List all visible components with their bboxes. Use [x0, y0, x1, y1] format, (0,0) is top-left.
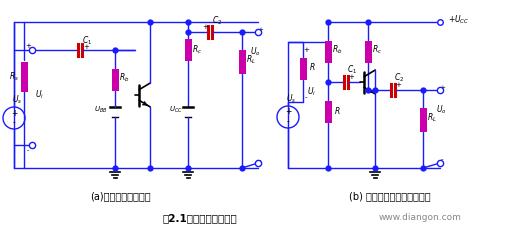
Text: $R_c$: $R_c$	[372, 44, 382, 56]
Text: +: +	[83, 44, 89, 50]
Bar	[185, 39, 192, 61]
Text: $U_i$: $U_i$	[36, 89, 45, 101]
Bar	[364, 41, 371, 63]
Text: $C_2$: $C_2$	[212, 15, 222, 27]
Text: -: -	[287, 118, 289, 127]
Bar	[300, 58, 306, 80]
Text: +: +	[257, 27, 263, 33]
Text: $U_{BB}$: $U_{BB}$	[94, 105, 108, 115]
Bar	[420, 108, 427, 132]
Text: +: +	[303, 47, 309, 53]
Text: $R_s$: $R_s$	[9, 71, 19, 83]
Text: $R_c$: $R_c$	[192, 44, 202, 56]
Text: (b) 单电源共射基本放大电路: (b) 单电源共射基本放大电路	[349, 191, 431, 201]
Text: $+U_{CC}$: $+U_{CC}$	[448, 14, 469, 26]
Bar	[325, 101, 331, 123]
Text: -: -	[27, 147, 29, 153]
Text: +: +	[285, 107, 291, 116]
Text: (a)单管共射放大电路: (a)单管共射放大电路	[90, 191, 151, 201]
Text: +: +	[395, 82, 401, 88]
Text: +: +	[202, 24, 208, 30]
Bar	[112, 69, 119, 91]
Text: $R_L$: $R_L$	[246, 54, 256, 66]
Bar	[21, 62, 28, 92]
Text: $C_1$: $C_1$	[82, 35, 92, 47]
Text: +: +	[439, 85, 445, 91]
Text: $U_i$: $U_i$	[307, 86, 317, 98]
Text: $R_L$: $R_L$	[427, 112, 437, 124]
Text: $U_s$: $U_s$	[286, 93, 296, 105]
Bar	[325, 41, 331, 63]
Text: 图2.1单管共射放大电路: 图2.1单管共射放大电路	[163, 213, 237, 223]
Text: $R$: $R$	[334, 104, 340, 116]
Text: -: -	[259, 157, 261, 163]
Text: -: -	[440, 156, 443, 162]
Bar	[238, 50, 245, 74]
Text: www.diangon.com: www.diangon.com	[379, 213, 461, 222]
Text: -: -	[305, 94, 307, 100]
Text: +: +	[348, 74, 354, 80]
Text: +: +	[11, 109, 17, 118]
Text: $R_b$: $R_b$	[119, 72, 129, 84]
Text: $R_b$: $R_b$	[332, 44, 342, 56]
Text: $R$: $R$	[309, 61, 315, 73]
Text: $C_1$: $C_1$	[347, 64, 357, 76]
Text: $U_o$: $U_o$	[436, 104, 446, 116]
Text: +: +	[25, 43, 31, 49]
Text: $U_{CC}$: $U_{CC}$	[169, 105, 183, 115]
Text: $U_o$: $U_o$	[250, 46, 260, 58]
Text: $C_2$: $C_2$	[394, 72, 404, 84]
Text: $U_s$: $U_s$	[12, 94, 22, 106]
Text: -: -	[13, 119, 15, 128]
